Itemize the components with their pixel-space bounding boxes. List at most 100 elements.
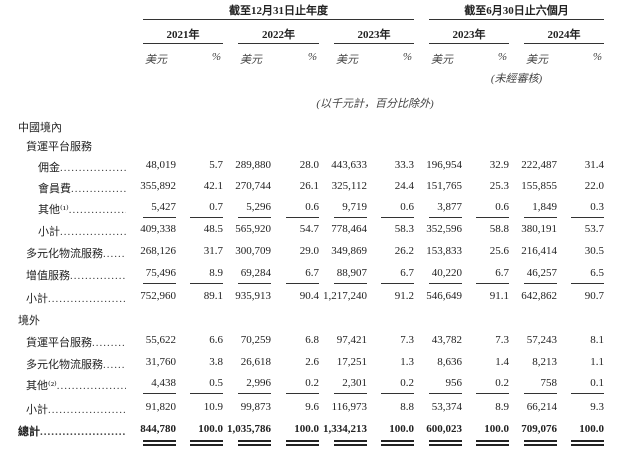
pct-cell: 6.7: [400, 267, 414, 279]
pct-cell: 6.7: [305, 267, 319, 279]
subtotal-line: [571, 283, 604, 284]
pct-cell: 22.0: [584, 180, 604, 192]
pct-cell: 1.4: [495, 356, 509, 368]
subtotal-line: [143, 393, 176, 394]
subtotal-line: [524, 393, 557, 394]
row-label: 會員費: [38, 183, 71, 195]
amount-cell: 55,622: [145, 334, 176, 346]
pct-cell: 6.6: [209, 334, 223, 346]
subtotal-line: [381, 283, 414, 284]
amount-cell: 9,719: [342, 201, 367, 213]
unit-note: (以千元計，百分比除外): [316, 98, 434, 110]
subtotal-line: [429, 283, 462, 284]
amount-cell: 222,487: [521, 159, 557, 171]
subtotal-line: [238, 283, 271, 284]
unit-pct: %: [592, 51, 602, 63]
amount-cell: 1,334,213: [323, 423, 367, 435]
leader-dots: .........................: [70, 270, 126, 282]
leader-dots: .........................: [60, 162, 126, 174]
amount-cell: 709,076: [521, 423, 557, 435]
amount-cell: 352,596: [426, 223, 462, 235]
subtotal-line: [286, 217, 319, 218]
pct-cell: 0.2: [305, 377, 319, 389]
row-label-cell: 總計.........................: [18, 423, 126, 439]
total-line: [238, 440, 271, 442]
pct-cell: 58.3: [394, 223, 414, 235]
row-label: 小計: [26, 404, 48, 416]
row-label-cell: 其他⁽¹⁾.........................: [38, 201, 126, 217]
pct-cell: 0.5: [209, 377, 223, 389]
pct-cell: 90.7: [584, 290, 604, 302]
subtotal-line: [334, 393, 367, 394]
total-line: [381, 444, 414, 446]
row-label-cell: 會員費.........................: [38, 180, 126, 196]
pct-cell: 2.6: [305, 356, 319, 368]
amount-cell: 31,760: [145, 356, 176, 368]
amount-cell: 69,284: [240, 267, 271, 279]
unit-pct: %: [497, 51, 507, 63]
total-line: [286, 440, 319, 442]
amount-cell: 752,960: [140, 290, 176, 302]
pct-cell: 100.0: [484, 423, 509, 435]
pct-cell: 29.0: [299, 245, 319, 257]
total-line: [286, 444, 319, 446]
amount-cell: 409,338: [140, 223, 176, 235]
pct-cell: 58.8: [489, 223, 509, 235]
amount-cell: 5,427: [151, 201, 176, 213]
amount-cell: 40,220: [431, 267, 462, 279]
subtotal-line: [238, 217, 271, 218]
amount-cell: 844,780: [140, 423, 176, 435]
row-label: 增值服務: [26, 270, 70, 282]
amount-cell: 88,907: [336, 267, 367, 279]
pct-cell: 8.1: [590, 334, 604, 346]
amount-cell: 8,636: [437, 356, 462, 368]
amount-cell: 3,877: [437, 201, 462, 213]
subtotal-line: [334, 283, 367, 284]
total-line: [381, 440, 414, 442]
pct-cell: 0.6: [495, 201, 509, 213]
amount-cell: 600,023: [426, 423, 462, 435]
subtotal-line: [381, 217, 414, 218]
pct-cell: 0.1: [590, 377, 604, 389]
row-label-cell: 多元化物流服務.........................: [26, 356, 126, 372]
amount-cell: 2,301: [342, 377, 367, 389]
amount-cell: 99,873: [240, 401, 271, 413]
amount-cell: 66,214: [526, 401, 557, 413]
divider: [238, 43, 319, 44]
year-header: 2023年: [357, 29, 391, 41]
amount-cell: 268,126: [140, 245, 176, 257]
amount-cell: 289,880: [235, 159, 271, 171]
divider: [429, 43, 509, 44]
subtotal-line: [429, 217, 462, 218]
pct-cell: 32.9: [489, 159, 509, 171]
pct-cell: 91.2: [394, 290, 414, 302]
pct-cell: 7.3: [495, 334, 509, 346]
pct-cell: 48.5: [203, 223, 223, 235]
pct-cell: 90.4: [299, 290, 319, 302]
subtotal-line: [190, 393, 223, 394]
subtotal-line: [143, 217, 176, 218]
amount-cell: 642,862: [521, 290, 557, 302]
total-line: [429, 444, 462, 446]
amount-cell: 443,633: [331, 159, 367, 171]
pct-cell: 9.3: [590, 401, 604, 413]
subtotal-line: [190, 283, 223, 284]
row-label-cell: 佣金.........................: [38, 159, 126, 175]
group-header-halfyear: 截至6月30日止六個月: [464, 5, 569, 17]
row-label: 小計: [26, 293, 48, 305]
pct-cell: 0.6: [400, 201, 414, 213]
unit-pct: %: [211, 51, 221, 63]
year-header: 2022年: [262, 29, 295, 41]
subtotal-line: [190, 217, 223, 218]
total-line: [190, 444, 223, 446]
amount-cell: 151,765: [426, 180, 462, 192]
pct-cell: 10.9: [203, 401, 223, 413]
total-line: [571, 444, 604, 446]
pct-cell: 8.8: [400, 401, 414, 413]
divider: [143, 43, 223, 44]
subtotal-line: [476, 217, 509, 218]
amount-cell: 196,954: [426, 159, 462, 171]
amount-cell: 355,892: [140, 180, 176, 192]
pct-cell: 30.5: [584, 245, 604, 257]
divider: [429, 19, 604, 20]
